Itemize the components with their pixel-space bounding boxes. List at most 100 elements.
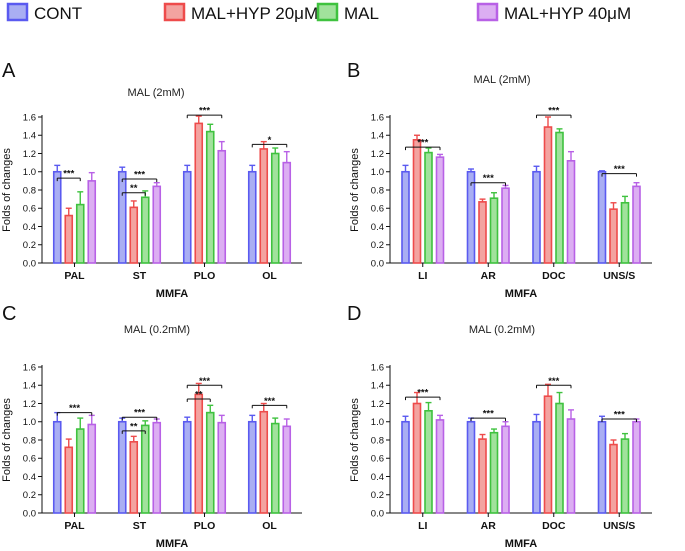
panel-c-bar-ol-mal-hyp-40-m — [282, 425, 292, 514]
panel-a-x-label: MMFA — [156, 288, 188, 300]
panel-b-bar-li-mal-hyp-40-m — [435, 156, 445, 264]
panel-d-sig-label: *** — [548, 376, 559, 387]
panel-c-bar-plo-mal — [205, 411, 215, 514]
panel-a-sig-label: *** — [63, 169, 74, 180]
panel-d-sig-label: *** — [614, 410, 625, 421]
panel-a-sig-label: *** — [134, 170, 145, 181]
panel-a-y-tick-label: 0.2 — [23, 240, 36, 251]
panel-a-bar-ol-mal-hyp-20-m — [259, 148, 269, 264]
panel-c-y-tick-label: 1.4 — [23, 381, 36, 392]
panel-b-bar-uns-s-cont — [597, 170, 607, 264]
panel-b-y-tick-label: 1.2 — [371, 149, 384, 160]
panel-c-sig-label: ** — [195, 389, 203, 400]
panel-b-bar-doc-mal — [555, 131, 564, 264]
panel-c-y-tick-label: 0.6 — [23, 454, 36, 465]
panel-b-y-tick-label: 1.6 — [371, 112, 384, 123]
panel-d-bar-doc-mal-hyp-20-m — [543, 395, 553, 514]
panel-d-sig-label: *** — [417, 388, 428, 399]
panel-b-y-tick-label: 0.8 — [371, 185, 384, 196]
panel-c-category-label-st: ST — [133, 520, 147, 532]
panel-b-y-label: Folds of changes — [349, 148, 361, 232]
panel-a-y-tick-label: 0.8 — [23, 185, 36, 196]
legend-item-mal: MAL — [316, 2, 379, 23]
panel-c-y-tick-label: 1.2 — [23, 399, 36, 410]
panel-d-bar-ar-cont — [466, 420, 476, 514]
panel-a-bar-st-mal — [140, 196, 150, 264]
panel-b-sig-label: *** — [614, 164, 625, 175]
panel-c-category-label-plo: PLO — [194, 520, 216, 532]
panel-c-category-label-ol: OL — [262, 520, 277, 532]
panel-c-y-tick-label: 1.6 — [23, 362, 36, 373]
panel-d-bar-li-mal-hyp-20-m — [412, 402, 422, 514]
panel-c-x-label: MMFA — [156, 538, 188, 550]
panel-c-bar-st-mal-hyp-40-m — [152, 421, 162, 514]
panel-d-bar-doc-mal-hyp-40-m — [566, 418, 576, 514]
panel-d-category-label-doc: DOC — [542, 520, 566, 532]
panel-a-bar-ol-mal — [270, 152, 280, 264]
panel-c-bar-ol-cont — [247, 420, 257, 514]
panel-a-letter: A — [2, 60, 16, 82]
panel-b-bar-uns-s-mal-hyp-40-m — [632, 185, 641, 264]
panel-b-bar-doc-mal-hyp-40-m — [566, 160, 576, 264]
panel-a-bar-pal-mal-hyp-20-m — [64, 214, 74, 264]
panel-c-bar-ol-mal — [270, 422, 280, 514]
panel-d-bar-doc-mal — [555, 402, 564, 514]
panel-b-title: MAL (2mM) — [473, 74, 530, 86]
panel-d-bar-doc-cont — [532, 420, 541, 514]
panel-a-bar-plo-mal — [205, 130, 215, 264]
panel-d-y-tick-label: 0.6 — [371, 454, 384, 465]
panel-a-y-tick-label: 0.4 — [23, 222, 36, 233]
panel-b-bar-uns-s-mal-hyp-20-m — [609, 208, 618, 264]
panel-c-sig-label: *** — [69, 403, 80, 414]
panel-b-category-label-ar: AR — [481, 270, 497, 282]
panel-d-bar-uns-s-mal-hyp-40-m — [632, 420, 641, 514]
panel-b-category-label-doc: DOC — [542, 270, 566, 282]
panel-a-y-tick-label: 1.4 — [23, 131, 36, 142]
panel-c-bar-pal-mal-hyp-20-m — [64, 446, 74, 514]
panel-b-bar-ar-mal-hyp-40-m — [501, 187, 510, 264]
panel-a-sig-label: ** — [130, 183, 138, 194]
panel-d-y-tick-label: 1.6 — [371, 362, 384, 373]
legend-item-mal-hyp-40-m: MAL+HYP 40μM — [476, 2, 631, 23]
panel-a: A MAL (2mM) 0.0 0.2 0.4 0.6 0.8 1.0 1.2 1.4 1.6 Fol… — [1, 60, 302, 300]
panel-d: D MAL (0.2mM) 0.0 0.2 0.4 0.6 0.8 1.0 1.2 1.4 1.6 F… — [347, 303, 652, 550]
panel-a-bar-ol-mal-hyp-40-m — [282, 161, 292, 264]
panel-b-bar-ar-mal — [489, 197, 499, 264]
panel-d-bar-uns-s-cont — [597, 420, 607, 514]
panel-d-y-tick-label: 0.0 — [371, 508, 384, 519]
panel-d-bar-ar-mal-hyp-40-m — [501, 425, 510, 514]
panel-c-bar-plo-mal-hyp-40-m — [217, 421, 227, 514]
panel-d-y-tick-label: 1.2 — [371, 399, 384, 410]
panel-d-bar-ar-mal-hyp-20-m — [478, 438, 487, 514]
panel-a-y-tick-label: 1.2 — [23, 149, 36, 160]
legend: CONT MAL+HYP 20μM MAL MAL+HYP 40μM — [6, 2, 631, 23]
panel-c-bar-pal-cont — [52, 420, 62, 514]
panel-b-bar-ar-mal-hyp-20-m — [478, 201, 487, 264]
panel-b-x-label: MMFA — [505, 288, 537, 300]
panel-a-bar-st-mal-hyp-20-m — [129, 206, 139, 264]
panel-d-category-label-ar: AR — [481, 520, 497, 532]
panel-a-bar-st-cont — [117, 170, 127, 264]
panel-b-category-label-li: LI — [418, 270, 427, 282]
panel-b-y-tick-label: 0.2 — [371, 240, 384, 251]
panel-d-bar-ar-mal — [489, 431, 499, 514]
panel-c-bar-st-cont — [117, 420, 127, 514]
panel-d-sig-label: *** — [483, 409, 494, 420]
panel-a-bar-pal-cont — [52, 170, 62, 264]
panel-a-y-tick-label: 0.0 — [23, 258, 36, 269]
panel-c-sig-label: *** — [264, 396, 275, 407]
panel-b-sig-label: *** — [417, 138, 428, 149]
panel-c-y-tick-label: 0.8 — [23, 435, 36, 446]
panel-d-category-label-li: LI — [418, 520, 427, 532]
panel-a-category-label-plo: PLO — [194, 270, 216, 282]
panel-d-bar-uns-s-mal — [620, 438, 630, 514]
panel-a-bar-plo-mal-hyp-20-m — [194, 122, 204, 264]
panel-d-y-tick-label: 0.2 — [371, 490, 384, 501]
panel-c-bar-ol-mal-hyp-20-m — [259, 410, 269, 514]
panel-d-letter: D — [347, 303, 361, 325]
panel-b-sig-label: *** — [483, 173, 494, 184]
panel-d-bar-li-mal — [424, 409, 433, 514]
panel-c-y-tick-label: 0.0 — [23, 508, 36, 519]
panel-d-y-tick-label: 0.8 — [371, 435, 384, 446]
panel-c-bar-plo-cont — [182, 420, 192, 514]
